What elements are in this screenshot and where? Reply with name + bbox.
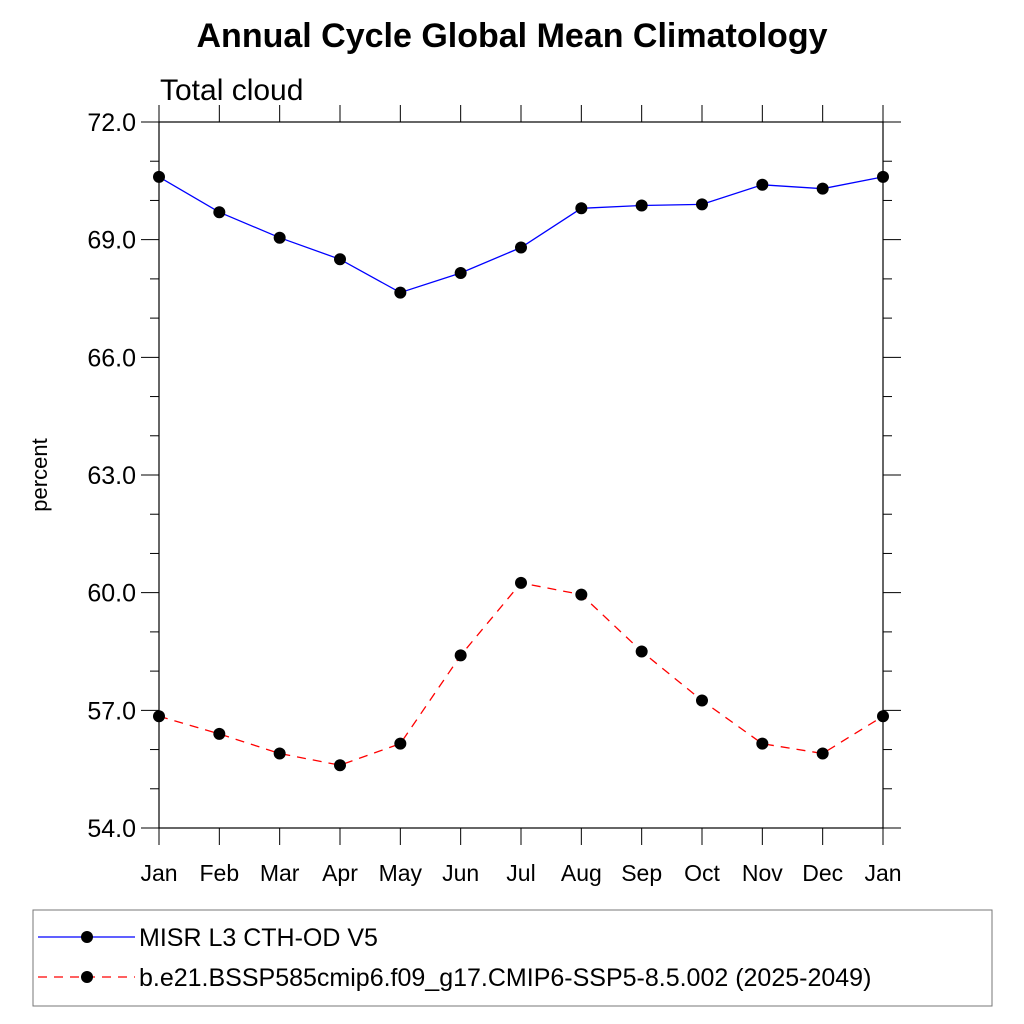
data-point: [816, 182, 829, 195]
data-point: [273, 747, 286, 760]
data-point: [153, 170, 165, 183]
series-layer: [153, 170, 889, 772]
y-tick-label: 66.0: [87, 344, 136, 372]
data-point: [273, 231, 286, 244]
chart-title: Annual Cycle Global Mean Climatology: [197, 17, 828, 55]
x-tick-label: Jan: [864, 860, 901, 886]
chart-subtitle: Total cloud: [160, 74, 303, 107]
y-tick-label: 63.0: [87, 462, 136, 490]
x-tick-label: Apr: [322, 860, 358, 886]
x-tick-label: Jun: [442, 860, 479, 886]
data-point: [334, 759, 346, 772]
data-point: [877, 710, 889, 723]
x-tick-label: Dec: [802, 860, 843, 886]
series-1: [153, 576, 889, 772]
data-point: [756, 737, 769, 750]
y-tick-label: 72.0: [87, 109, 136, 137]
data-point: [334, 253, 346, 266]
y-tick-label: 57.0: [87, 697, 136, 725]
x-tick-label: Oct: [684, 860, 720, 886]
data-point: [696, 198, 708, 211]
legend: MISR L3 CTH-OD V5 b.e21.BSSP585cmip6.f09…: [32, 909, 993, 1007]
x-tick-label: May: [379, 860, 423, 886]
x-tick-label: Sep: [621, 860, 662, 886]
data-point: [635, 645, 648, 658]
y-axis-label: percent: [27, 438, 52, 511]
data-point: [213, 206, 226, 219]
data-point: [454, 267, 467, 280]
x-tick-label: Nov: [742, 860, 783, 886]
y-tick-label: 69.0: [87, 227, 136, 255]
data-point: [454, 649, 467, 662]
series-0: [153, 170, 889, 299]
x-tick-label: Mar: [260, 860, 300, 886]
data-point: [394, 286, 407, 299]
x-tick-label: Jan: [140, 860, 177, 886]
legend-label-misr: MISR L3 CTH-OD V5: [139, 924, 378, 952]
y-axis-ticks: 54.0 57.0 60.0 63.0 66.0 69.0 72.0: [87, 109, 901, 843]
x-axis-ticks: Jan Feb Mar Apr May Jun Jul Aug Sep Oct Nov Dec Jan: [140, 105, 902, 886]
data-point: [575, 202, 588, 215]
legend-marker-cesm: [81, 971, 93, 983]
data-point: [816, 747, 829, 760]
y-tick-label: 54.0: [87, 815, 136, 843]
data-point: [515, 576, 527, 589]
legend-marker-misr: [81, 931, 93, 943]
data-point: [575, 588, 588, 601]
x-tick-label: Jul: [506, 860, 535, 886]
data-point: [635, 199, 648, 212]
data-point: [153, 710, 165, 723]
data-point: [213, 727, 226, 740]
y-tick-label: 60.0: [87, 580, 136, 608]
data-point: [756, 178, 769, 191]
legend-label-cesm: b.e21.BSSP585cmip6.f09_g17.CMIP6-SSP5-8.…: [139, 964, 871, 992]
data-point: [877, 170, 889, 183]
legend-box: [32, 909, 993, 1007]
x-tick-label: Feb: [200, 860, 240, 886]
data-point: [394, 737, 407, 750]
data-point: [696, 694, 708, 707]
data-point: [515, 241, 527, 254]
x-tick-label: Aug: [561, 860, 602, 886]
